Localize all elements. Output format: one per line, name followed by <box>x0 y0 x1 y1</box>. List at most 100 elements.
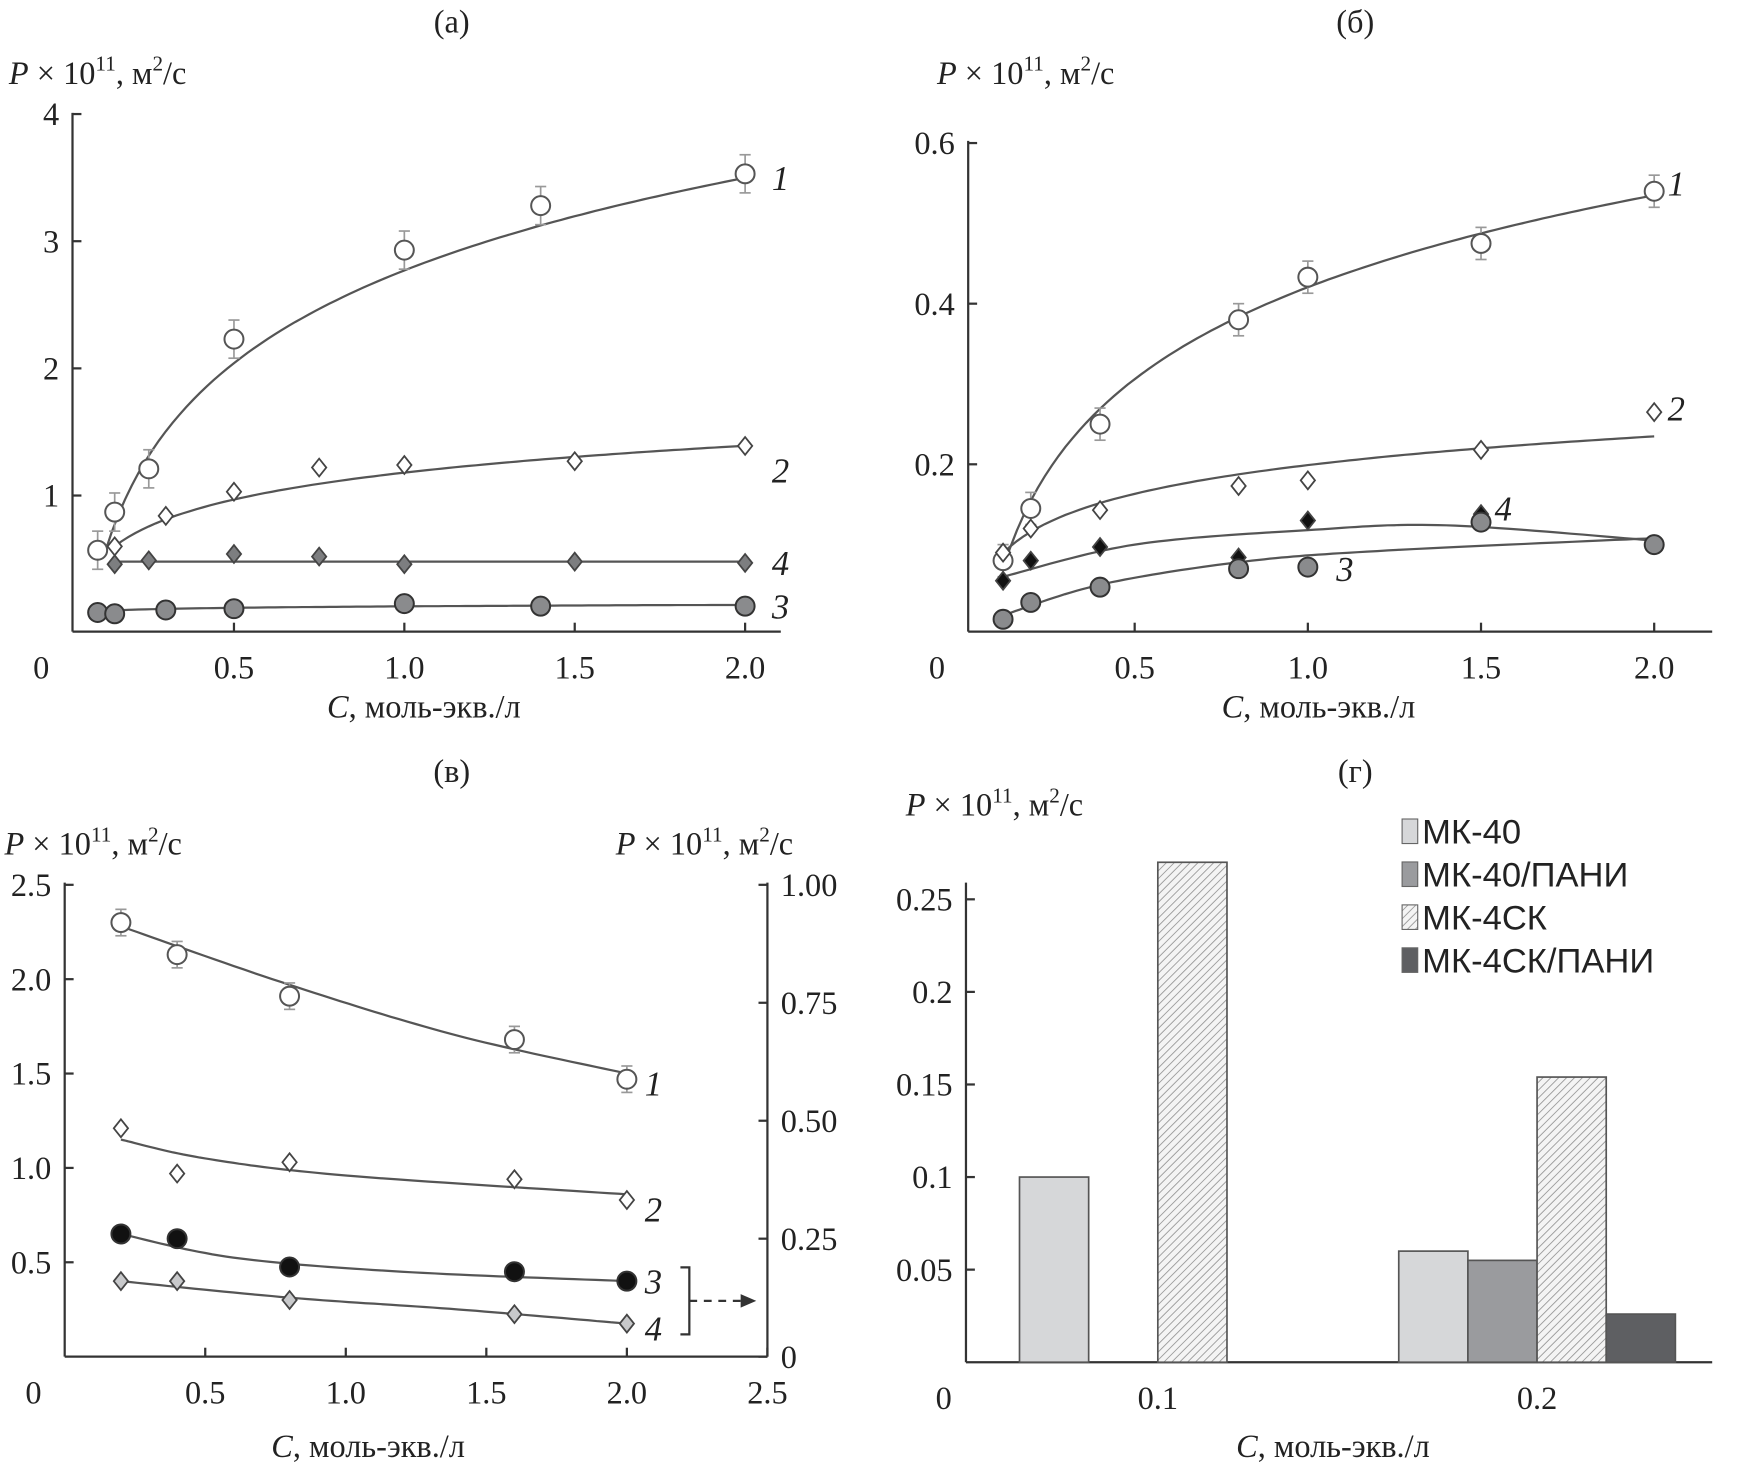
open-diamond-marker <box>618 1189 636 1211</box>
fit-curve <box>1002 435 1655 554</box>
series-label: 1 <box>772 160 789 198</box>
y-tick-label: 1.5 <box>11 1056 51 1092</box>
gray-circle-marker <box>1089 576 1111 598</box>
chart-panel-1: (а) 1 2 3 4 0 0.5 1.0 1.5 2.0 P × 1011, м2/с C, мол… <box>8 4 789 725</box>
black-circle-marker <box>110 1223 132 1245</box>
series-label: 2 <box>772 452 789 490</box>
open-diamond-marker <box>281 1151 298 1173</box>
y-tick-label: 0.25 <box>896 881 953 917</box>
light-diamond-marker <box>506 1303 523 1325</box>
gray-circle-marker <box>1020 591 1042 613</box>
black-diamond-marker <box>1091 536 1109 558</box>
black-circle-marker <box>503 1261 525 1283</box>
legend-label: МК-4СК/ПАНИ <box>1422 942 1654 980</box>
gray-circle-marker <box>1643 534 1665 556</box>
open-circle-marker <box>734 163 756 185</box>
bar-МК-40/ПАНИ-0.2 <box>1467 1259 1538 1364</box>
fit-curve <box>114 444 742 548</box>
series-label: 1 <box>1668 165 1685 203</box>
y-tick-label-right: 0.25 <box>781 1221 838 1257</box>
gray-circle-marker <box>734 595 756 617</box>
y-tick-label: 4 <box>43 96 59 132</box>
fit-curve <box>120 1232 627 1283</box>
gray-diamond-marker <box>396 553 413 575</box>
black-circle-marker <box>166 1228 188 1250</box>
y-tick-label: 0.05 <box>896 1252 953 1288</box>
y-tick-label: 0.4 <box>914 286 954 322</box>
x-tick-label: 0.2 <box>1517 1380 1557 1416</box>
y-tick-label-right: 0.75 <box>781 985 838 1021</box>
legend-swatch <box>1401 861 1419 888</box>
panel-title: (а) <box>434 4 470 40</box>
legend-swatch <box>1401 818 1419 845</box>
open-circle-marker <box>616 1068 638 1090</box>
series-label: 3 <box>1335 551 1353 589</box>
legend-label: МК-4СК <box>1422 899 1547 937</box>
y-tick-label-right: 0.50 <box>781 1103 838 1139</box>
open-circle-marker <box>1020 497 1042 519</box>
series-4: 4 <box>112 1270 662 1349</box>
arrow-head <box>740 1294 757 1308</box>
series-label: 1 <box>645 1065 662 1103</box>
black-diamond-marker <box>1022 550 1040 572</box>
fit-curve <box>1002 194 1655 569</box>
chart-panel-2: (б) 0.2 0.4 0.6 0 0.5 1.0 1.5 2.0 P × 1011, м2/с C… <box>914 4 1713 724</box>
series-label: 2 <box>1668 390 1685 428</box>
gray-circle-marker <box>1228 558 1250 580</box>
y-axis-label: P × 1011, м2/с <box>905 783 1083 822</box>
series-2: 2 <box>106 435 789 557</box>
y-tick-label: 0.5 <box>11 1244 51 1280</box>
gray-circle-marker <box>1470 511 1492 533</box>
y-tick-label: 2 <box>43 351 59 387</box>
bracket <box>680 1266 691 1336</box>
x-tick-label: 2.0 <box>607 1374 647 1410</box>
y-tick-label: 0.2 <box>914 446 954 482</box>
gray-diamond-marker <box>566 551 584 573</box>
chart-panel-4: (г) 0.05 0.1 0.15 0.2 0.25 0 0.1 0.2 P × 1011, м2… <box>896 753 1713 1464</box>
x-tick-label: 0.5 <box>185 1374 225 1410</box>
open-diamond-marker <box>736 435 754 457</box>
fit-curve <box>97 603 746 613</box>
y-tick-label: 0.2 <box>912 974 952 1010</box>
series-1: 1 <box>87 153 789 571</box>
open-diamond-marker <box>1645 401 1663 423</box>
x-axis-label: C, моль-экв./л <box>271 1428 465 1464</box>
black-diamond-marker <box>994 570 1012 592</box>
x-axis-label: C, моль-экв./л <box>1236 1428 1430 1464</box>
series-label: 2 <box>645 1192 662 1230</box>
open-circle-marker <box>279 985 301 1007</box>
y-tick-label: 0.6 <box>914 125 954 161</box>
x-tick-label: 0 <box>936 1380 952 1416</box>
gray-diamond-marker <box>736 552 754 574</box>
gray-circle-marker <box>1297 556 1319 578</box>
gray-circle-marker <box>104 603 126 625</box>
legend-swatch <box>1401 904 1419 930</box>
x-tick-label: 1.0 <box>384 649 424 685</box>
open-diamond-marker <box>310 457 328 478</box>
open-circle-marker <box>138 458 160 480</box>
x-tick-label: 0 <box>25 1374 41 1410</box>
open-circle-marker <box>1297 266 1319 288</box>
series-1: 1 <box>110 908 662 1103</box>
open-circle-marker <box>223 328 245 350</box>
x-tick-label: 0.5 <box>1114 649 1154 685</box>
fit-curve <box>120 1280 627 1325</box>
legend-label: МК-40/ПАНИ <box>1422 856 1628 894</box>
open-circle-marker <box>1089 413 1111 435</box>
series-2: 2 <box>112 1117 662 1230</box>
series-3: 3 <box>87 588 789 626</box>
light-diamond-marker <box>112 1270 130 1292</box>
black-circle-marker <box>616 1270 638 1292</box>
y-axis-label-right: P × 1011, м2/с <box>615 822 793 861</box>
y-axis-label: P × 1011, м2/с <box>936 52 1114 91</box>
gray-diamond-marker <box>140 550 158 571</box>
open-diamond-marker <box>225 481 243 503</box>
x-tick-label: 2.0 <box>1634 649 1674 685</box>
bar-МК-40-0.2 <box>1397 1250 1469 1364</box>
y-axis-label: P × 1011, м2/с <box>3 822 181 861</box>
open-diamond-marker <box>1472 439 1490 461</box>
open-diamond-marker <box>566 450 584 472</box>
x-axis-label: C, моль-экв./л <box>1222 688 1416 724</box>
open-circle-marker <box>530 195 552 217</box>
